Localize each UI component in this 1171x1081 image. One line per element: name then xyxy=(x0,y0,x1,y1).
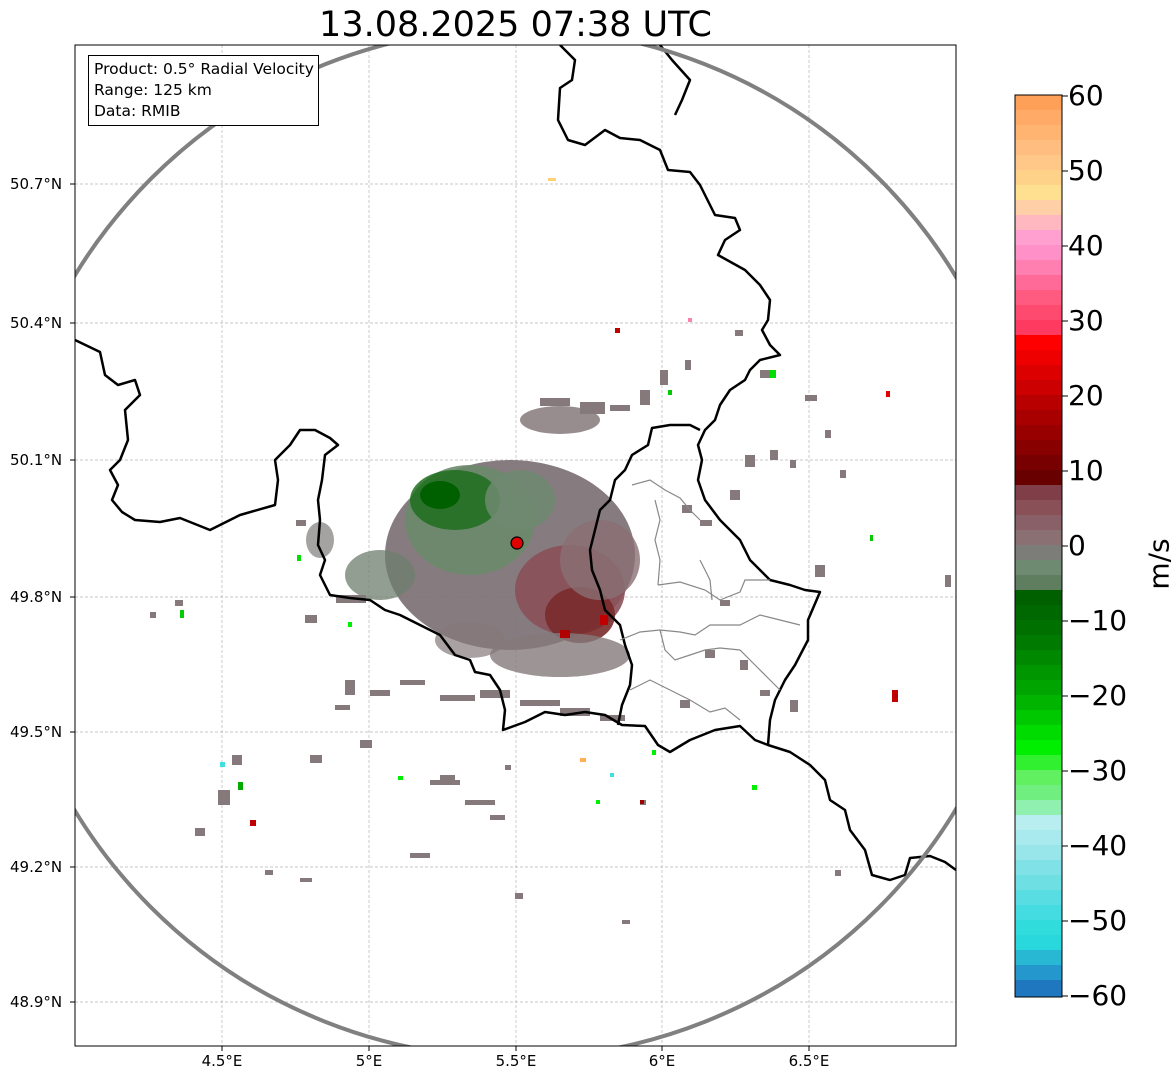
product-info-box: Product: 0.5° Radial Velocity Range: 125… xyxy=(88,55,319,126)
colorbar-tick-label: −40 xyxy=(1068,829,1128,862)
colorbar-tick-label: 10 xyxy=(1068,454,1104,487)
colorbar-tick-label: 20 xyxy=(1068,379,1104,412)
lat-tick-label: 49.5°N xyxy=(10,723,63,741)
lat-tick-label: 50.1°N xyxy=(10,451,63,469)
admin-borders xyxy=(619,479,801,721)
data-source-label: Data: RMIB xyxy=(94,102,181,120)
colorbar-tick-label: 0 xyxy=(1068,529,1086,562)
lat-tick-label: 50.4°N xyxy=(10,314,63,332)
lon-tick-label: 5°E xyxy=(355,1052,383,1070)
colorbar-tick-label: −10 xyxy=(1068,604,1128,637)
lon-tick-label: 6.5°E xyxy=(788,1052,830,1070)
country-borders xyxy=(75,45,956,882)
colorbar-tick-label: 60 xyxy=(1068,79,1104,112)
radar-echo-main xyxy=(306,406,640,677)
lon-tick-label: 5.5°E xyxy=(495,1052,537,1070)
axis-ticks xyxy=(70,183,810,1051)
lat-tick-label: 49.2°N xyxy=(10,858,63,876)
lat-tick-label: 49.8°N xyxy=(10,588,63,606)
radar-site-marker xyxy=(510,536,524,550)
colorbar-tick-label: −20 xyxy=(1068,679,1128,712)
product-label: Product: 0.5° Radial Velocity xyxy=(94,60,314,78)
colorbar-tick-label: 50 xyxy=(1068,154,1104,187)
map-title: 13.08.2025 07:38 UTC xyxy=(319,5,712,45)
radar-echo-highlights xyxy=(180,178,898,826)
lat-tick-label: 48.9°N xyxy=(10,993,63,1011)
colorbar-tick-label: −30 xyxy=(1068,754,1128,787)
lon-tick-label: 6°E xyxy=(648,1052,676,1070)
colorbar-tick-label: −60 xyxy=(1068,979,1128,1012)
colorbar-tick-label: 30 xyxy=(1068,304,1104,337)
lon-tick-label: 4.5°E xyxy=(201,1052,243,1070)
colorbar-segments xyxy=(1015,95,1062,997)
colorbar-tick-label: 40 xyxy=(1068,229,1104,262)
colorbar-ticks xyxy=(1062,95,1068,997)
colorbar-unit-label: m/s xyxy=(1142,538,1171,590)
range-label: Range: 125 km xyxy=(94,81,212,99)
colorbar-tick-label: −50 xyxy=(1068,904,1128,937)
lat-tick-label: 50.7°N xyxy=(10,175,63,193)
